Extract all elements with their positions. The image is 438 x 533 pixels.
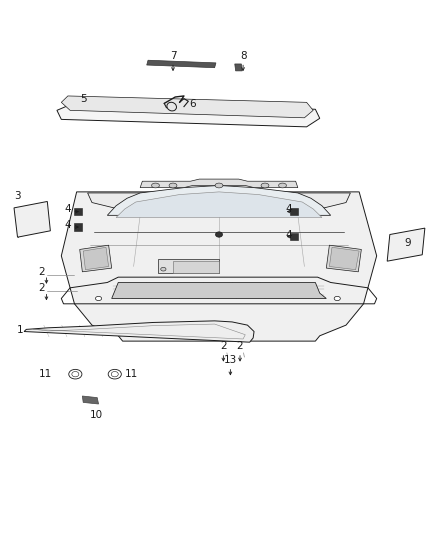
Polygon shape <box>387 228 425 261</box>
Bar <box>74 208 82 215</box>
Polygon shape <box>61 192 377 341</box>
Text: 10: 10 <box>90 410 103 419</box>
Polygon shape <box>14 201 50 237</box>
Ellipse shape <box>279 183 286 188</box>
Text: 11: 11 <box>39 369 53 379</box>
Polygon shape <box>329 247 359 270</box>
Polygon shape <box>107 185 331 215</box>
Text: 5: 5 <box>80 94 87 103</box>
Ellipse shape <box>95 296 102 301</box>
Ellipse shape <box>215 232 223 237</box>
Text: 2: 2 <box>220 342 227 351</box>
Text: 8: 8 <box>240 51 247 61</box>
Ellipse shape <box>69 369 82 379</box>
Polygon shape <box>88 193 350 213</box>
Bar <box>74 223 82 231</box>
Polygon shape <box>147 60 216 68</box>
Text: 13: 13 <box>224 356 237 365</box>
Ellipse shape <box>334 296 340 301</box>
Polygon shape <box>173 261 219 273</box>
Polygon shape <box>158 259 219 273</box>
Polygon shape <box>24 321 254 342</box>
Polygon shape <box>57 103 320 127</box>
Polygon shape <box>326 245 361 272</box>
Polygon shape <box>116 192 322 217</box>
Text: 2: 2 <box>38 283 45 293</box>
Text: 7: 7 <box>170 51 177 61</box>
Ellipse shape <box>261 183 269 188</box>
Text: 11: 11 <box>125 369 138 379</box>
Polygon shape <box>83 247 109 270</box>
Bar <box>290 208 298 215</box>
Bar <box>290 233 298 240</box>
Polygon shape <box>82 396 99 404</box>
Polygon shape <box>112 282 326 298</box>
Text: 9: 9 <box>404 238 411 247</box>
Ellipse shape <box>169 183 177 188</box>
Text: 3: 3 <box>14 191 21 200</box>
Text: 1: 1 <box>16 326 23 335</box>
Ellipse shape <box>215 183 223 188</box>
Text: 4: 4 <box>64 220 71 230</box>
Text: 4: 4 <box>286 230 293 239</box>
Polygon shape <box>61 96 313 118</box>
Polygon shape <box>80 245 112 272</box>
Text: 4: 4 <box>286 205 293 214</box>
Ellipse shape <box>152 183 159 188</box>
Ellipse shape <box>108 369 121 379</box>
Text: 4: 4 <box>64 205 71 214</box>
Polygon shape <box>140 179 298 188</box>
Ellipse shape <box>211 268 216 271</box>
Polygon shape <box>235 64 242 71</box>
Text: 6: 6 <box>189 99 196 109</box>
Text: 2: 2 <box>237 342 244 351</box>
Text: 2: 2 <box>38 267 45 277</box>
Ellipse shape <box>161 268 166 271</box>
